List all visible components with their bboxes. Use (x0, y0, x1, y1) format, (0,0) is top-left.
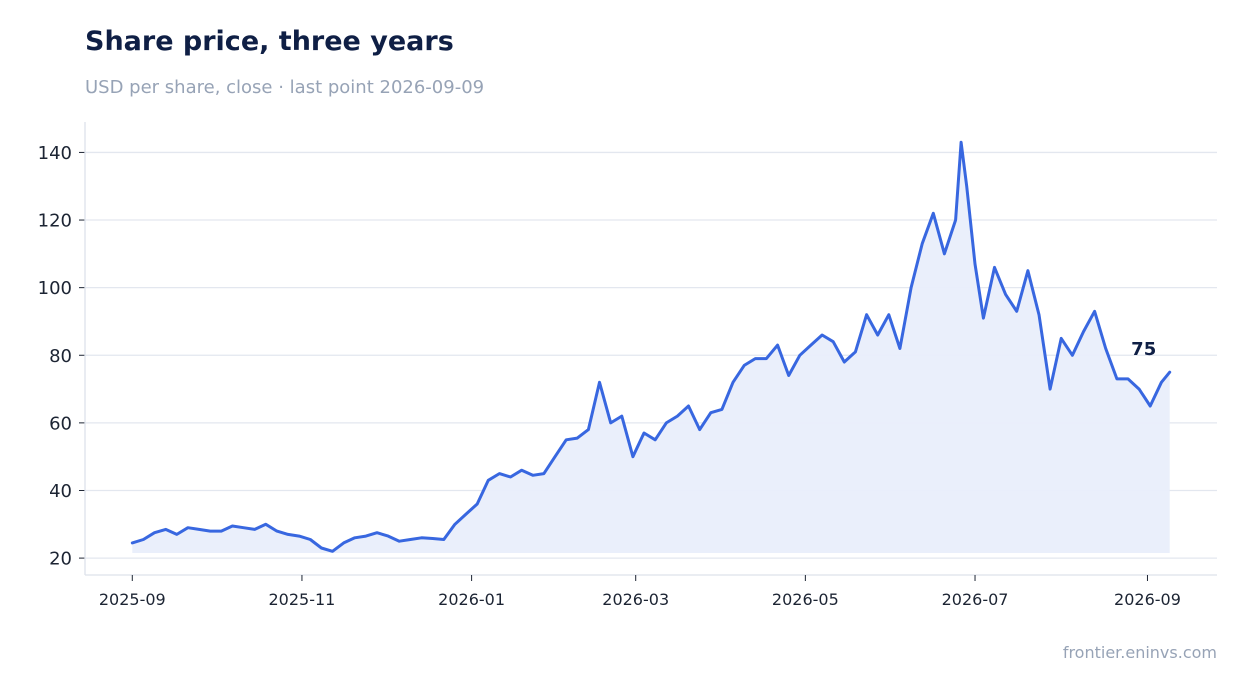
y-tick-label: 140 (38, 143, 72, 164)
price-area (132, 142, 1170, 554)
x-tick-label: 2026-07 (942, 590, 1009, 609)
end-value-label: 75 (1131, 339, 1156, 360)
x-tick-label: 2026-01 (438, 590, 505, 609)
x-tick-label: 2025-11 (269, 590, 336, 609)
y-tick-label: 20 (49, 549, 72, 570)
chart-subtitle: USD per share, close · last point 2026-0… (85, 77, 485, 98)
x-tick-label: 2026-03 (602, 590, 669, 609)
y-tick-label: 100 (38, 278, 72, 299)
y-tick-label: 40 (49, 481, 72, 502)
chart-title: Share price, three years (85, 26, 454, 57)
x-tick-label: 2025-09 (99, 590, 166, 609)
y-tick-label: 60 (49, 413, 72, 434)
y-tick-label: 80 (49, 346, 72, 367)
x-tick-label: 2026-05 (772, 590, 839, 609)
x-tick-label: 2026-09 (1114, 590, 1181, 609)
source-credit: frontier.eninvs.com (1062, 643, 1217, 662)
y-tick-label: 120 (38, 211, 72, 232)
price-line (130, 140, 1172, 553)
